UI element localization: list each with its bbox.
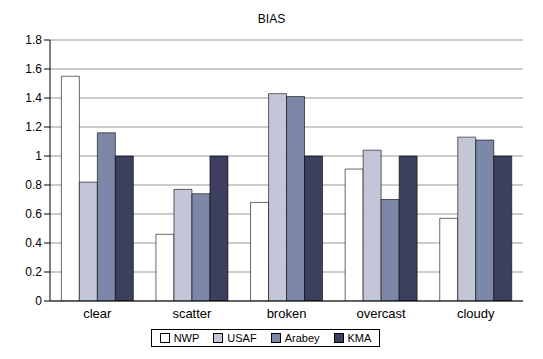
svg-text:scatter: scatter bbox=[172, 306, 212, 321]
html-text:BIAS: BIAS bbox=[257, 12, 286, 26]
html-text:KMA: KMA bbox=[347, 332, 372, 344]
html-text:Arabey: Arabey bbox=[284, 332, 320, 344]
svg-text:1: 1 bbox=[35, 149, 42, 163]
svg-text:0.4: 0.4 bbox=[25, 236, 42, 250]
svg-text:cloudy: cloudy bbox=[457, 306, 495, 321]
svg-text:1.8: 1.8 bbox=[25, 33, 42, 47]
svg-text:0.8: 0.8 bbox=[25, 178, 42, 192]
svg-text:1.2: 1.2 bbox=[25, 120, 42, 134]
svg-text:1.6: 1.6 bbox=[25, 62, 42, 76]
html-text:USAF: USAF bbox=[227, 332, 257, 344]
svg-text:0: 0 bbox=[35, 294, 42, 308]
svg-text:1.4: 1.4 bbox=[25, 91, 42, 105]
svg-text:0.6: 0.6 bbox=[25, 207, 42, 221]
html-text:NWP: NWP bbox=[173, 332, 200, 344]
svg-text:broken: broken bbox=[267, 306, 307, 321]
svg-text:clear: clear bbox=[83, 306, 112, 321]
svg-text:0.2: 0.2 bbox=[25, 265, 42, 279]
svg-text:overcast: overcast bbox=[357, 306, 407, 321]
